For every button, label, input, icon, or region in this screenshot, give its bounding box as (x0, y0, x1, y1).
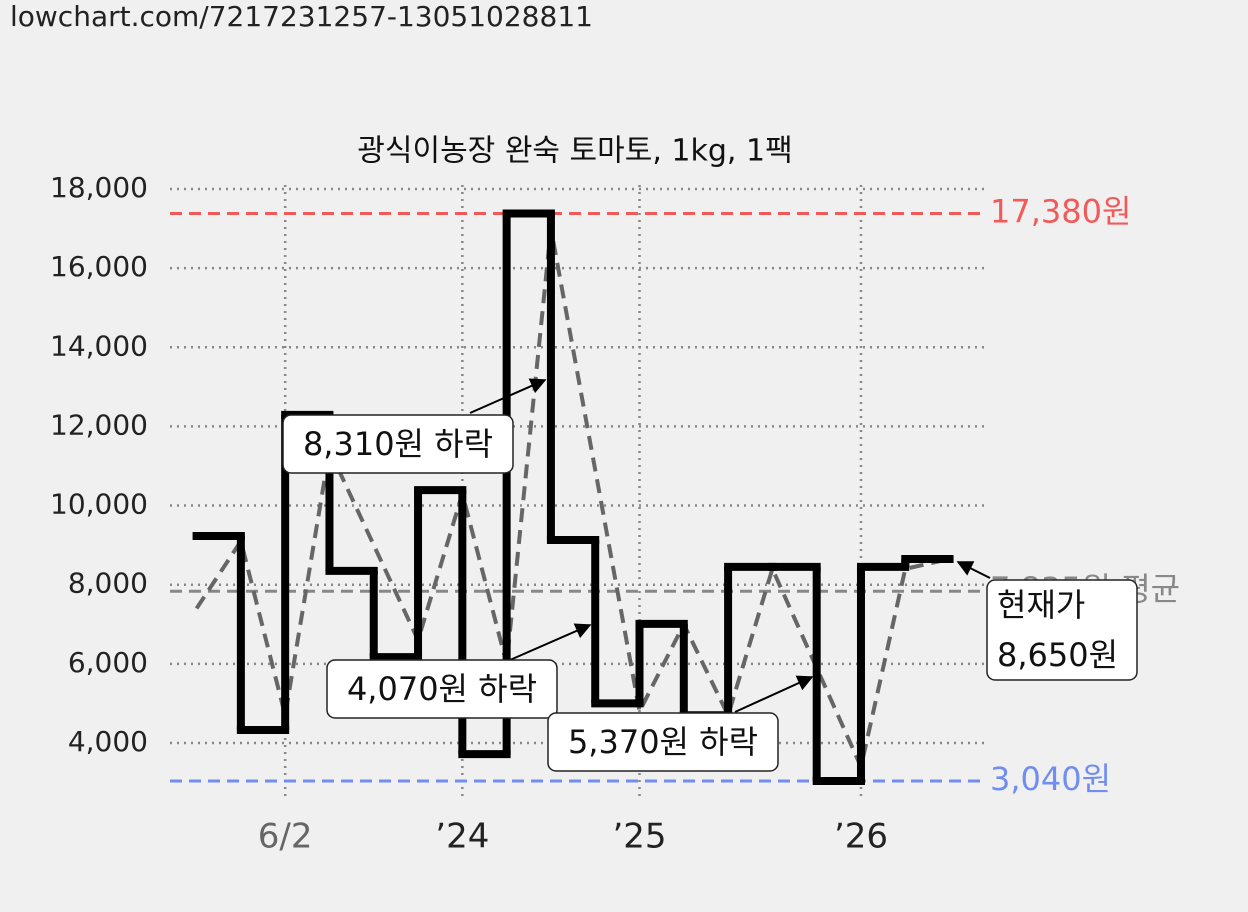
x-tick-label: ’25 (612, 817, 666, 857)
y-tick-label: 14,000 (50, 329, 148, 362)
annotation-arrow (734, 675, 814, 713)
annotation-box (282, 414, 514, 474)
url: lowchart.com/7217231257-13051028811 (10, 0, 593, 33)
y-tick-label: 18,000 (50, 171, 148, 204)
y-tick-label: 8,000 (68, 567, 148, 600)
y-tick-label: 12,000 (50, 408, 148, 441)
y-tick-label: 10,000 (50, 488, 148, 521)
annotation-text: 8,310원 하락 (303, 425, 493, 463)
annotation-box (986, 579, 1138, 681)
x-tick-label: ’24 (435, 817, 489, 857)
x-tick-label: ’26 (834, 817, 888, 857)
annotation-text: 현재가 (997, 586, 1085, 624)
y-tick-label: 4,000 (68, 725, 148, 758)
y-tick-label: 16,000 (50, 250, 148, 283)
annotation-text: 5,370원 하락 (568, 723, 758, 761)
x-tick-label: 6/2 (258, 817, 313, 857)
trend-line (194, 228, 951, 774)
annotation-text: 4,070원 하락 (347, 670, 537, 708)
chart-title: 광식이농장 완숙 토마토, 1kg, 1팩 (357, 134, 792, 169)
reference-label: 3,040원 (990, 760, 1111, 798)
reference-label: 17,380원 (990, 192, 1131, 230)
y-tick-label: 6,000 (68, 646, 148, 679)
annotation-arrow (956, 561, 991, 579)
annotation-text: 8,650원 (997, 636, 1118, 674)
annotation-box (547, 712, 779, 772)
annotation-arrow (509, 623, 592, 661)
annotation-arrow (469, 378, 547, 414)
annotation-box (326, 659, 558, 719)
